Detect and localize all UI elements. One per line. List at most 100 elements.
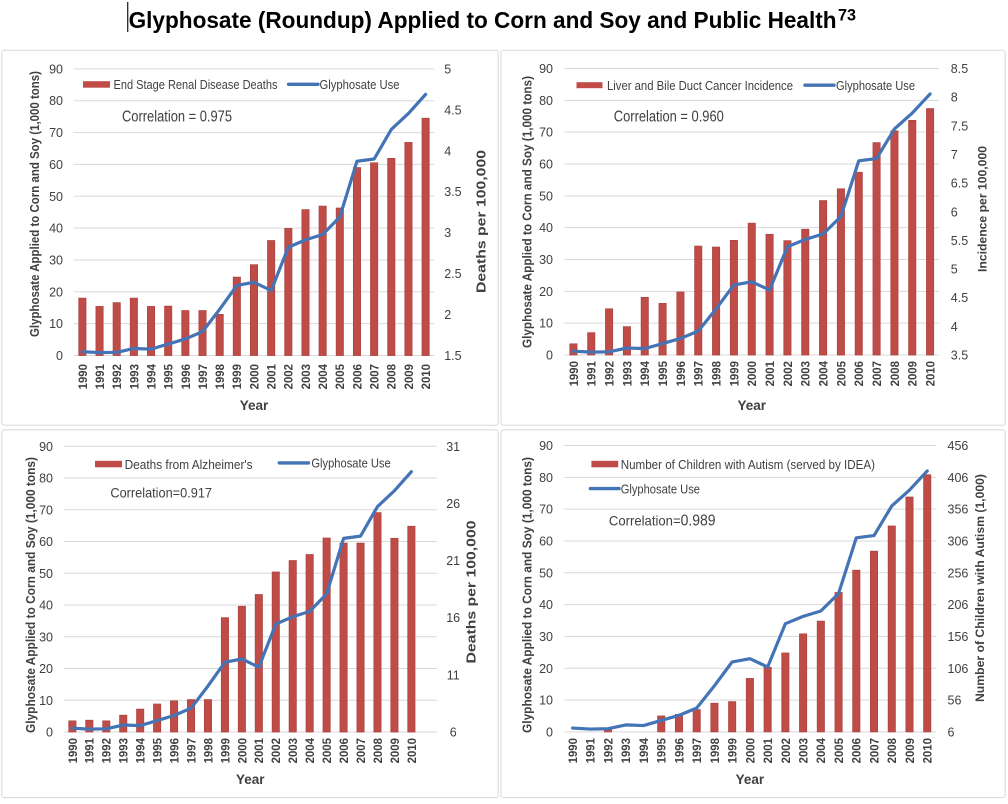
svg-text:2002: 2002 bbox=[781, 361, 795, 387]
svg-text:Correlation = 0.960: Correlation = 0.960 bbox=[614, 109, 724, 126]
svg-text:2004: 2004 bbox=[303, 738, 317, 764]
svg-text:2008: 2008 bbox=[371, 738, 385, 764]
svg-text:456: 456 bbox=[948, 439, 969, 453]
svg-text:0: 0 bbox=[56, 349, 63, 363]
svg-text:Glyphosate Use: Glyphosate Use bbox=[320, 77, 400, 92]
svg-text:26: 26 bbox=[446, 497, 460, 511]
svg-text:106: 106 bbox=[948, 662, 969, 676]
svg-text:Year: Year bbox=[736, 772, 765, 787]
svg-text:50: 50 bbox=[39, 567, 53, 581]
svg-text:2006: 2006 bbox=[850, 738, 864, 764]
svg-text:1991: 1991 bbox=[93, 364, 107, 390]
svg-text:Deaths from Alzheimer's: Deaths from Alzheimer's bbox=[125, 457, 253, 472]
svg-text:Year: Year bbox=[236, 772, 265, 787]
svg-text:7.5: 7.5 bbox=[951, 119, 968, 133]
svg-text:2001: 2001 bbox=[265, 364, 279, 390]
svg-text:6: 6 bbox=[951, 205, 958, 219]
svg-text:6: 6 bbox=[948, 725, 955, 739]
svg-text:206: 206 bbox=[948, 598, 969, 612]
svg-text:Deaths per 100,000: Deaths per 100,000 bbox=[474, 150, 489, 293]
svg-text:0.989: 0.989 bbox=[681, 512, 716, 529]
svg-text:80: 80 bbox=[39, 472, 53, 486]
svg-text:1995: 1995 bbox=[655, 738, 669, 764]
svg-text:1990: 1990 bbox=[567, 361, 581, 387]
svg-text:20: 20 bbox=[539, 662, 553, 676]
svg-text:1994: 1994 bbox=[134, 738, 148, 764]
svg-text:70: 70 bbox=[49, 126, 63, 140]
svg-text:2007: 2007 bbox=[867, 738, 881, 764]
svg-text:1997: 1997 bbox=[196, 364, 210, 390]
svg-text:1991: 1991 bbox=[584, 738, 598, 764]
svg-text:6.5: 6.5 bbox=[951, 177, 968, 191]
svg-text:2009: 2009 bbox=[903, 738, 917, 764]
svg-text:40: 40 bbox=[39, 599, 53, 613]
svg-text:20: 20 bbox=[539, 285, 553, 299]
svg-text:1998: 1998 bbox=[709, 361, 723, 387]
svg-text:56: 56 bbox=[948, 694, 962, 708]
svg-text:80: 80 bbox=[539, 94, 553, 108]
svg-text:Glyphosate Use: Glyphosate Use bbox=[311, 456, 390, 471]
svg-text:1996: 1996 bbox=[179, 364, 193, 390]
svg-text:1990: 1990 bbox=[566, 738, 580, 764]
svg-text:1990: 1990 bbox=[66, 738, 80, 764]
svg-text:Glyphosate Applied to Corn and: Glyphosate Applied to Corn and Soy (1,00… bbox=[520, 76, 535, 348]
svg-text:4.5: 4.5 bbox=[444, 103, 461, 117]
svg-text:1994: 1994 bbox=[144, 364, 158, 390]
svg-text:1996: 1996 bbox=[167, 738, 181, 764]
svg-text:1997: 1997 bbox=[692, 361, 706, 387]
svg-text:306: 306 bbox=[948, 534, 969, 548]
svg-text:2005: 2005 bbox=[832, 738, 846, 764]
svg-text:2000: 2000 bbox=[743, 738, 757, 764]
svg-text:2003: 2003 bbox=[286, 738, 300, 764]
svg-text:60: 60 bbox=[49, 158, 63, 172]
svg-text:1994: 1994 bbox=[637, 738, 651, 764]
svg-text:1993: 1993 bbox=[127, 364, 141, 390]
svg-text:Glyphosate Applied to Corn and: Glyphosate Applied to Corn and Soy (1,00… bbox=[27, 71, 42, 337]
svg-text:1997: 1997 bbox=[690, 738, 704, 764]
svg-text:Correlation=: Correlation= bbox=[609, 512, 681, 528]
svg-text:30: 30 bbox=[539, 253, 553, 267]
svg-text:1998: 1998 bbox=[201, 738, 215, 764]
svg-text:1998: 1998 bbox=[213, 364, 227, 390]
svg-text:8.5: 8.5 bbox=[951, 62, 968, 76]
svg-text:2007: 2007 bbox=[354, 738, 368, 764]
svg-text:Correlation = 0.975: Correlation = 0.975 bbox=[122, 109, 232, 126]
svg-text:Liver and Bile Duct Cancer Inc: Liver and Bile Duct Cancer Incidence bbox=[607, 78, 793, 93]
svg-text:2007: 2007 bbox=[368, 364, 382, 390]
svg-text:2008: 2008 bbox=[885, 738, 899, 764]
svg-text:Incidence per 100,000: Incidence per 100,000 bbox=[978, 146, 990, 272]
svg-text:80: 80 bbox=[49, 94, 63, 108]
svg-text:2006: 2006 bbox=[852, 361, 866, 387]
svg-text:2010: 2010 bbox=[419, 364, 433, 390]
svg-text:70: 70 bbox=[539, 503, 553, 517]
svg-text:1995: 1995 bbox=[151, 738, 165, 764]
svg-text:73: 73 bbox=[838, 7, 856, 25]
svg-text:90: 90 bbox=[49, 62, 63, 76]
svg-text:5.5: 5.5 bbox=[951, 234, 968, 248]
svg-text:40: 40 bbox=[539, 598, 553, 612]
svg-text:60: 60 bbox=[39, 535, 53, 549]
svg-text:4: 4 bbox=[444, 144, 451, 158]
svg-text:1996: 1996 bbox=[672, 738, 686, 764]
svg-text:2000: 2000 bbox=[247, 364, 261, 390]
svg-text:2010: 2010 bbox=[921, 738, 935, 764]
svg-text:2004: 2004 bbox=[816, 361, 830, 387]
svg-text:1991: 1991 bbox=[585, 361, 599, 387]
svg-text:1990: 1990 bbox=[76, 364, 90, 390]
svg-text:1995: 1995 bbox=[656, 361, 670, 387]
svg-text:Year: Year bbox=[738, 398, 767, 413]
svg-text:60: 60 bbox=[539, 158, 553, 172]
svg-text:406: 406 bbox=[948, 471, 969, 485]
svg-text:0: 0 bbox=[546, 349, 553, 363]
svg-text:2010: 2010 bbox=[923, 361, 937, 387]
svg-text:10: 10 bbox=[39, 694, 53, 708]
svg-text:Number of Children with Autism: Number of Children with Autism (served b… bbox=[621, 457, 875, 472]
svg-text:1994: 1994 bbox=[638, 361, 652, 387]
svg-text:356: 356 bbox=[948, 503, 969, 517]
svg-text:1995: 1995 bbox=[162, 364, 176, 390]
svg-text:2009: 2009 bbox=[906, 361, 920, 387]
svg-text:1999: 1999 bbox=[726, 738, 740, 764]
svg-text:80: 80 bbox=[539, 471, 553, 485]
svg-text:2008: 2008 bbox=[385, 364, 399, 390]
svg-text:31: 31 bbox=[446, 440, 460, 454]
